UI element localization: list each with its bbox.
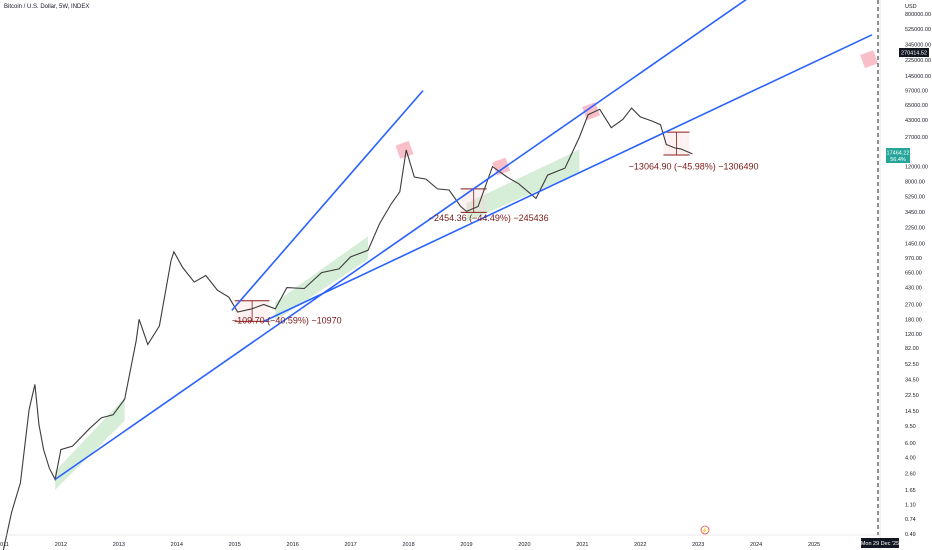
y-tick-label: 22.50 <box>905 393 919 399</box>
x-tick-label: 2019 <box>460 542 472 548</box>
y-tick-label: 34.50 <box>905 377 919 383</box>
trendline <box>263 34 873 323</box>
last-price-pct: 56.4% <box>890 157 906 163</box>
drawdown-label: −109.70 (−40.59%) −10970 <box>232 316 342 326</box>
y-tick-label: 1.10 <box>905 503 916 509</box>
x-tick-label: 2023 <box>692 542 704 548</box>
drawdown-measurements <box>234 131 690 322</box>
x-tick-label: 2021 <box>576 542 588 548</box>
last-price-tag: 17464.22 56.4% <box>886 148 910 163</box>
top-zone <box>395 140 414 159</box>
y-tick-label: 43000.00 <box>905 118 928 124</box>
series-layer <box>2 107 693 550</box>
y-tick-label: 5250.00 <box>905 195 925 201</box>
y-tick-label: 270.00 <box>905 303 922 309</box>
trendline <box>54 0 747 481</box>
accumulation-band <box>275 236 368 321</box>
date-tag-text: Mon 29 Dec '25 <box>861 541 899 547</box>
y-tick-label: 970.00 <box>905 256 922 262</box>
x-tick-label: 2012 <box>55 542 67 548</box>
y-tick-label: 9.50 <box>905 424 916 430</box>
y-tick-label: 3450.00 <box>905 210 925 216</box>
drawdown-label: −13064.90 (−45.98%) −1306490 <box>629 162 759 172</box>
y-tick-label: 800000.00 <box>905 12 931 18</box>
price-line <box>2 107 693 550</box>
y-tick-label: 650.00 <box>905 271 922 277</box>
y-tick-label: USD <box>905 4 917 10</box>
x-tick-label: 2013 <box>113 542 125 548</box>
date-tag: Mon 29 Dec '25 <box>861 538 899 548</box>
y-tick-label: 6.00 <box>905 441 916 447</box>
y-tick-label: 0.74 <box>905 517 916 523</box>
x-tick-label: 2024 <box>750 542 762 548</box>
y-tick-label: 345000.00 <box>905 42 931 48</box>
y-tick-label: 65000.00 <box>905 103 928 109</box>
y-tick-label: 180.00 <box>905 317 922 323</box>
x-axis-ticks: 2011 2012 2013 2014 2015 2016 2017 2018 2019 2020… <box>0 542 820 548</box>
y-tick-label: 2.60 <box>905 471 916 477</box>
y-tick-label: 97000.00 <box>905 89 928 95</box>
y-tick-label: 120.00 <box>905 332 922 338</box>
y-tick-label: 525000.00 <box>905 27 931 33</box>
y-tick-label: 225000.00 <box>905 58 931 64</box>
trendlines <box>54 0 873 481</box>
y-tick-label: 12000.00 <box>905 165 928 171</box>
x-tick-label: 2018 <box>402 542 414 548</box>
y-tick-label: 27000.00 <box>905 135 928 141</box>
top-zone <box>860 50 879 69</box>
x-tick-label: 2011 <box>0 542 9 548</box>
top-zone <box>582 102 600 121</box>
chart-title: Bitcoin / U.S. Dollar, 5W, INDEX <box>4 4 89 10</box>
trendline <box>231 90 424 311</box>
x-tick-label: 2025 <box>808 542 820 548</box>
y-tick-label: 2250.00 <box>905 225 925 231</box>
annotations: −109.70 (−40.59%) −10970 −2454.36 (−44.49… <box>232 162 759 326</box>
x-tick-label: 2020 <box>518 542 530 548</box>
drawdown-label: −2454.36 (−44.49%) −245436 <box>429 213 549 223</box>
y-tick-label: 82.00 <box>905 346 919 352</box>
x-tick-label: 2016 <box>287 542 299 548</box>
y-axis-ticks: 0.49 0.74 1.10 1.65 2.60 4.00 6.00 9.50 14.50 22.… <box>905 4 931 538</box>
y-tick-label: 430.00 <box>905 286 922 292</box>
y-tick-label: 145000.00 <box>905 74 931 80</box>
y-tick-label: 1450.00 <box>905 241 925 247</box>
top-zones <box>395 50 879 176</box>
top-zone <box>492 157 511 176</box>
x-tick-label: 2017 <box>344 542 356 548</box>
last-price-tag-text: 17464.22 <box>887 151 910 157</box>
accumulation-band <box>466 149 580 222</box>
y-tick-label: 8000.00 <box>905 179 925 185</box>
y-tick-label: 14.50 <box>905 409 919 415</box>
y-tick-label: 1.65 <box>905 488 916 494</box>
y-tick-label: 52.50 <box>905 362 919 368</box>
svg-text:⚡: ⚡ <box>702 527 708 534</box>
target-price-tag: 270414.52 <box>899 48 929 57</box>
y-tick-label: 0.49 <box>905 532 916 538</box>
y-tick-label: 4.00 <box>905 456 916 462</box>
event-marker-icon[interactable]: ⚡ <box>700 525 710 535</box>
x-tick-label: 2015 <box>229 542 241 548</box>
x-tick-label: 2014 <box>171 542 183 548</box>
x-tick-label: 2022 <box>634 542 646 548</box>
target-price-tag-text: 270414.52 <box>901 51 927 57</box>
